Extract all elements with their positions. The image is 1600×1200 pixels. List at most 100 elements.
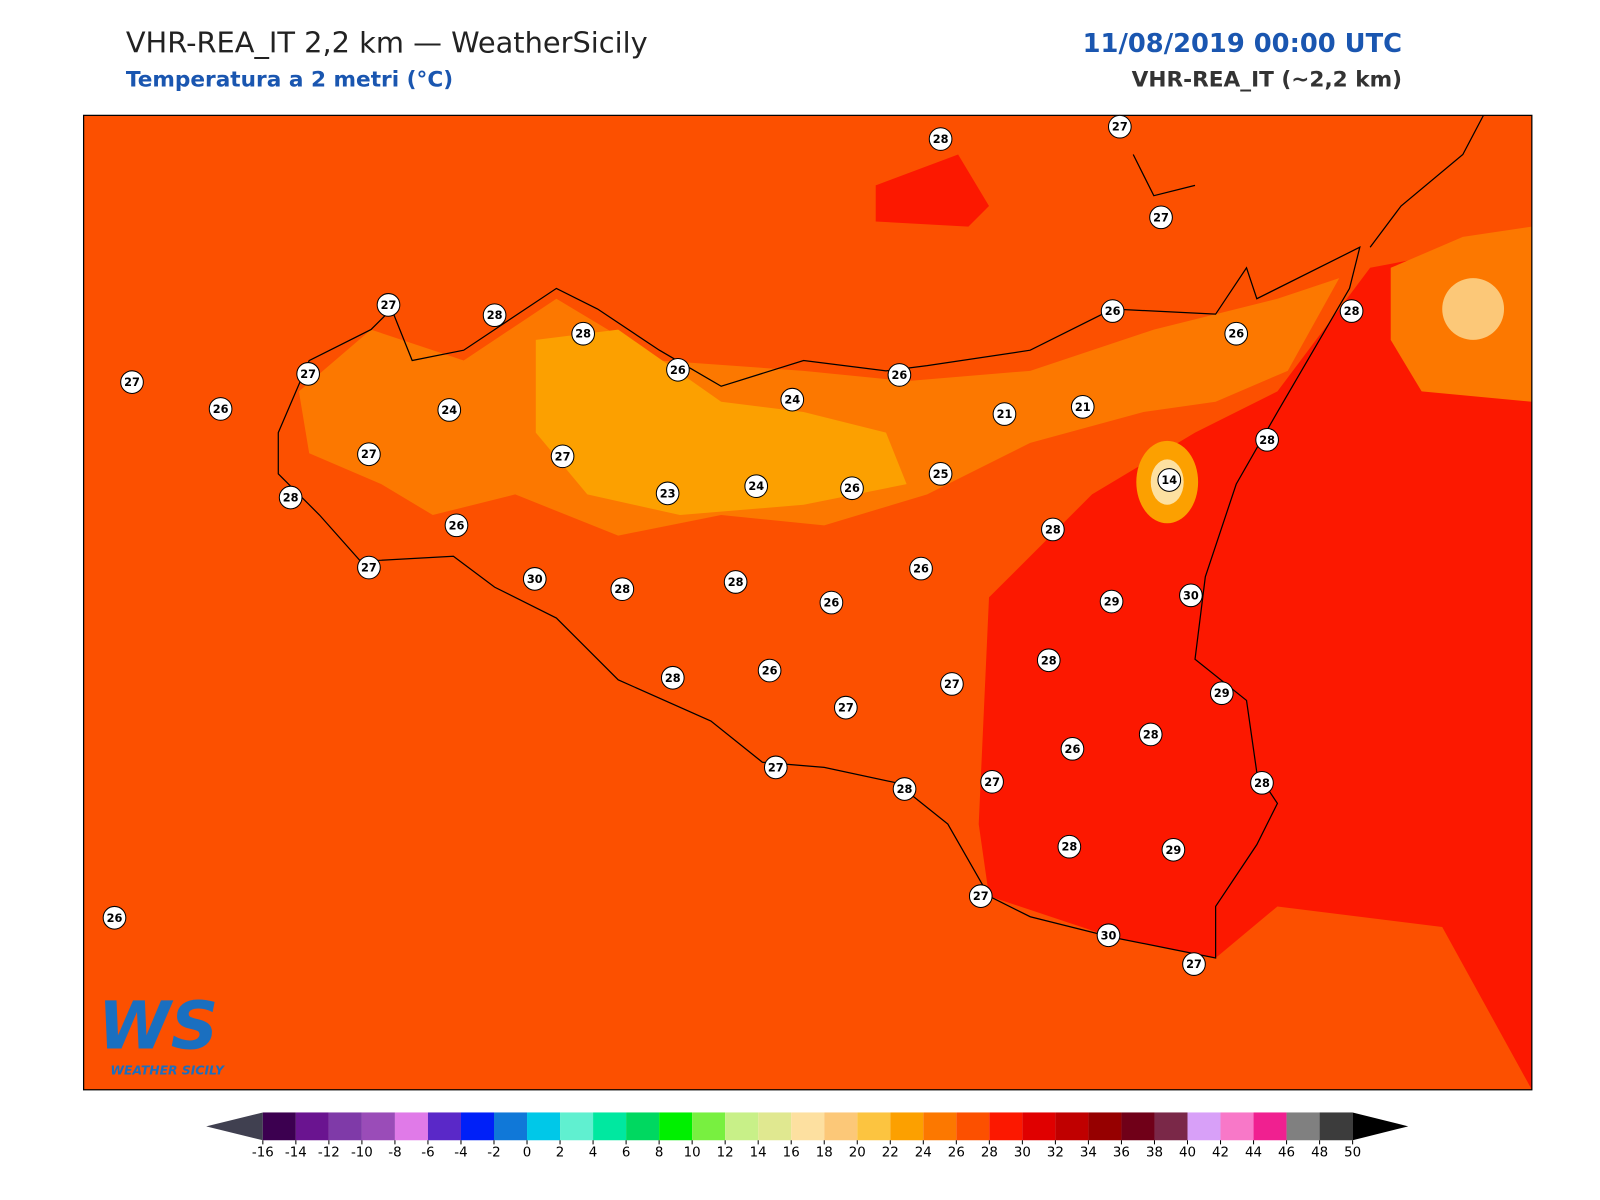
colorbar-bin xyxy=(493,1112,528,1141)
colorbar-bin xyxy=(824,1112,858,1141)
map: 28 27 27 27 28 28 27 27 26 26 26 26 26 28 24 24 21 21 27 27… xyxy=(82,114,1533,1091)
station-value: 29 xyxy=(1214,686,1230,700)
station-value: 28 xyxy=(1041,653,1057,667)
colorbar-tick-label: 12 xyxy=(717,1146,734,1161)
station-marker xyxy=(522,567,547,591)
colorbar-bin xyxy=(725,1112,759,1141)
station-value: 28 xyxy=(665,671,681,685)
station-value: 27 xyxy=(300,367,316,381)
colorbar-tick-label: 4 xyxy=(589,1146,598,1161)
station: 28 xyxy=(482,303,507,328)
colorbar-tick-label: 22 xyxy=(882,1146,899,1161)
colorbar-bin xyxy=(527,1112,561,1141)
station-marker xyxy=(1096,923,1121,948)
station: 27 xyxy=(980,769,1004,794)
cool-area xyxy=(1442,278,1505,340)
station: 21 xyxy=(992,402,1017,426)
colorbar-tick-label: 24 xyxy=(915,1146,932,1161)
station: 28 xyxy=(928,127,953,151)
station-value: 26 xyxy=(913,562,929,576)
colorbar-tick-label: 26 xyxy=(948,1146,965,1161)
colorbar-tick-label: 20 xyxy=(849,1146,866,1161)
colorbar-tick-label: -14 xyxy=(285,1146,307,1161)
colorbar-bin xyxy=(295,1112,329,1141)
station: 26 xyxy=(444,513,469,538)
station: 26 xyxy=(887,363,912,387)
station: 27 xyxy=(763,755,788,780)
station-value: 28 xyxy=(283,491,299,505)
map-frame xyxy=(82,114,1533,1091)
colorbar-tick-label: 18 xyxy=(816,1146,833,1161)
station-value: 24 xyxy=(441,403,457,417)
colorbar-tick-label: 8 xyxy=(655,1146,664,1161)
station-marker xyxy=(1255,427,1279,452)
station: 26 xyxy=(666,357,690,382)
station-value: 14 xyxy=(1161,473,1177,487)
station: 23 xyxy=(655,481,680,506)
station-value: 26 xyxy=(892,368,908,382)
station-marker xyxy=(120,370,144,394)
station-marker xyxy=(744,474,769,499)
warm-area xyxy=(875,154,990,227)
station: 28 xyxy=(892,777,917,801)
model: VHR-REA_IT (~2,2 km) xyxy=(1132,67,1402,92)
station-value: 28 xyxy=(614,582,630,596)
station: 27 xyxy=(1182,952,1206,976)
station: 27 xyxy=(1107,114,1132,139)
station-value: 26 xyxy=(844,481,860,495)
station-value: 26 xyxy=(107,911,123,925)
date: 11/08/2019 00:00 UTC xyxy=(1083,29,1402,59)
station-marker xyxy=(296,362,320,386)
colorbar-tick-label: 50 xyxy=(1344,1146,1361,1161)
station: 29 xyxy=(1161,837,1186,862)
station-marker xyxy=(1250,770,1274,795)
logo: WS WEATHER SICILY xyxy=(98,988,225,1078)
station-marker xyxy=(1099,589,1124,614)
station-marker xyxy=(928,461,953,486)
colorbar-bin xyxy=(1022,1112,1056,1141)
station-value: 27 xyxy=(381,298,397,312)
station-value: 27 xyxy=(838,701,854,715)
coastline xyxy=(1132,115,1484,248)
colorbar-bin xyxy=(560,1112,594,1141)
station: 27 xyxy=(550,444,575,469)
station-value: 27 xyxy=(973,889,989,903)
colorbar-bin xyxy=(890,1112,924,1141)
station-value: 27 xyxy=(1153,210,1169,224)
station: 28 xyxy=(610,577,635,602)
colorbar-bin xyxy=(857,1112,891,1141)
station: 26 xyxy=(1224,321,1249,346)
station-marker xyxy=(940,672,964,696)
station: 28 xyxy=(1036,648,1061,673)
colorbar-tick-label: 38 xyxy=(1146,1146,1163,1161)
colorbar-bin xyxy=(427,1112,461,1141)
colorbar-bin xyxy=(1187,1112,1221,1141)
station-marker xyxy=(1149,205,1173,230)
station-marker xyxy=(482,303,507,328)
colorbar-tick-label: 42 xyxy=(1212,1146,1229,1161)
colorbar-bin xyxy=(328,1112,362,1141)
station: 28 xyxy=(571,321,596,346)
station-value: 27 xyxy=(555,449,571,463)
station: 27 xyxy=(357,555,381,580)
station-marker xyxy=(1100,299,1125,323)
coastline xyxy=(277,246,1361,959)
station: 26 xyxy=(840,476,864,501)
colorbar-bin xyxy=(989,1112,1023,1141)
station-value: 27 xyxy=(944,677,960,691)
station-value: 27 xyxy=(124,375,140,389)
station: 28 xyxy=(1138,722,1163,747)
colorbar-tick-label: 2 xyxy=(556,1146,565,1161)
colorbar-tick-label: 32 xyxy=(1047,1146,1064,1161)
station-value: 21 xyxy=(997,407,1013,421)
station-value: 26 xyxy=(1228,327,1244,341)
colorbar-tick-label: 10 xyxy=(684,1146,701,1161)
station-marker xyxy=(655,481,680,506)
station-marker xyxy=(980,769,1004,794)
colorbar-over xyxy=(1352,1112,1409,1141)
colorbar-tick-label: 14 xyxy=(750,1146,767,1161)
station: 27 xyxy=(376,293,401,317)
colorbar-bin xyxy=(1220,1112,1254,1141)
station: 27 xyxy=(968,884,993,908)
station-value: 30 xyxy=(1101,928,1117,942)
